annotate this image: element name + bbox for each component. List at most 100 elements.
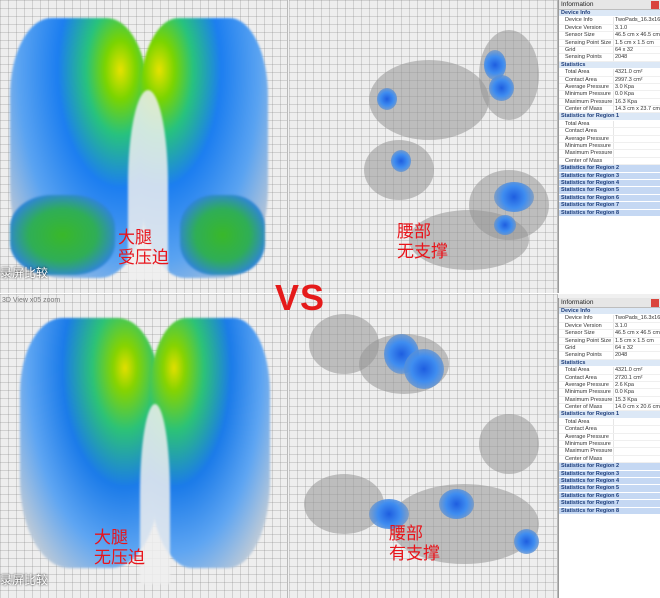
- region-section-header[interactable]: Statistics for Region 3: [559, 470, 660, 478]
- region-section-header[interactable]: Statistics for Region 7: [559, 202, 660, 210]
- info-row: Average Pressure: [559, 433, 660, 442]
- vs-label: VS: [275, 277, 326, 318]
- info-row-value: [613, 455, 660, 463]
- region-section-header[interactable]: Statistics for Region 8: [559, 209, 660, 217]
- info-row-key: Maximum Pressure: [565, 396, 613, 403]
- info-row-value: 46.5 cm x 46.5 cm: [613, 330, 660, 337]
- region-section-header[interactable]: Statistics for Region 4: [559, 477, 660, 486]
- info-row-value: [613, 448, 660, 455]
- info-row-value: 3.0 Kpa: [613, 83, 660, 91]
- info-row-value: 0.0 Kpa: [613, 91, 660, 98]
- lumbar-label-line1: 腰部: [389, 524, 423, 544]
- right-knee-heat: [180, 195, 265, 275]
- region-section-header[interactable]: Statistics for Region 2: [559, 463, 660, 471]
- info-row-key: Grid: [565, 46, 576, 53]
- region-section-header[interactable]: Statistics for Region 8: [559, 507, 660, 515]
- info-row: Device Version 3.1.0: [559, 24, 660, 33]
- corner-caption: 录屏比较: [0, 573, 49, 587]
- lumbar-gray-area: [479, 414, 539, 474]
- info-row-value: [613, 128, 660, 135]
- lumbar-label: 腰部 无支撑: [397, 222, 448, 262]
- lumbar-hotspot: [514, 529, 539, 554]
- information-title: Information: [559, 298, 660, 308]
- info-row-key: Contact Area: [565, 128, 597, 135]
- thigh-label: 大腿 无压迫: [94, 528, 145, 568]
- region-section-header[interactable]: Statistics for Region 6: [559, 492, 660, 501]
- lumbar-hotspot: [404, 349, 444, 389]
- info-row: Sensing Points 2048: [559, 54, 660, 62]
- info-row-value: 2048: [613, 352, 660, 359]
- info-row-key: Maximum Pressure: [565, 98, 613, 105]
- info-section-header[interactable]: Statistics: [559, 359, 660, 368]
- info-row-value: 16.3 Kpa: [613, 98, 660, 106]
- region-section-header[interactable]: Statistics for Region 6: [559, 194, 660, 203]
- info-row-key: Center of Mass: [565, 455, 603, 462]
- thigh-label: 大腿 受压迫: [118, 228, 169, 268]
- info-row: Sensing Points 2048: [559, 352, 660, 360]
- lumbar-hotspot: [489, 75, 514, 101]
- info-row-key: Device Version: [565, 322, 602, 329]
- info-row-key: Total Area: [565, 120, 590, 127]
- info-row: Minimum Pressure: [559, 143, 660, 151]
- thigh-gap: [140, 404, 170, 584]
- region-section-header[interactable]: Statistics for Region 5: [559, 485, 660, 493]
- info-row-key: Maximum Pressure: [565, 150, 613, 157]
- bottom-comparison-panel: 大腿 无压迫 录屏比较 腰部 有支撑 Information Device In…: [0, 294, 660, 598]
- info-row-key: Average Pressure: [565, 433, 609, 440]
- info-row-key: Device Version: [565, 24, 602, 31]
- info-row: Sensor Size 46.5 cm x 46.5 cm: [559, 32, 660, 40]
- lumbar-label-line2: 有支撑: [389, 544, 440, 564]
- info-row: Total Area: [559, 120, 660, 129]
- thigh-gap: [128, 90, 168, 280]
- info-row-key: Minimum Pressure: [565, 143, 611, 150]
- info-row-value: 2997.3 cm²: [613, 76, 660, 83]
- info-row-value: 64 x 32: [613, 46, 660, 54]
- info-section-header[interactable]: Device Info: [559, 308, 660, 316]
- close-icon[interactable]: [651, 1, 659, 9]
- info-row: Center of Mass 14.0 cm x 20.6 cm: [559, 404, 660, 412]
- info-row-key: Average Pressure: [565, 83, 609, 90]
- region-section-header[interactable]: Statistics for Region 5: [559, 187, 660, 195]
- info-row-key: Total Area: [565, 69, 590, 76]
- info-row-key: Average Pressure: [565, 135, 609, 142]
- info-row-value: 64 x 32: [613, 344, 660, 352]
- info-row-value: 1.5 cm x 1.5 cm: [613, 39, 660, 46]
- info-row-value: [613, 157, 660, 165]
- lumbar-label-line2: 无支撑: [397, 242, 448, 262]
- info-row-value: TwoPads_16.3x16.3in: [613, 17, 660, 24]
- info-row-key: Device Info: [565, 17, 593, 24]
- info-row: Device Version 3.1.0: [559, 322, 660, 331]
- info-row: Grid 64 x 32: [559, 46, 660, 55]
- info-row: Sensing Point Size 1.5 cm x 1.5 cm: [559, 39, 660, 47]
- info-row-key: Sensor Size: [565, 330, 595, 337]
- info-row: Contact Area 2720.1 cm²: [559, 374, 660, 382]
- info-section-header[interactable]: Device Info: [559, 10, 660, 18]
- right-thigh-heat: [150, 318, 270, 568]
- info-row-value: 2720.1 cm²: [613, 374, 660, 381]
- info-row-value: 4321.0 cm²: [613, 69, 660, 76]
- thigh-label-line1: 大腿: [118, 228, 152, 248]
- info-row-value: 4321.0 cm²: [613, 367, 660, 374]
- lumbar-pressure-map: 腰部 无支撑: [289, 0, 558, 293]
- info-row-value: 14.3 cm x 23.7 cm: [613, 106, 660, 113]
- info-row-key: Sensing Points: [565, 352, 602, 359]
- info-section-header[interactable]: Statistics: [559, 61, 660, 70]
- close-icon[interactable]: [651, 299, 659, 307]
- info-section-header[interactable]: Statistics for Region 1: [559, 411, 660, 419]
- info-row: Contact Area: [559, 426, 660, 434]
- info-row-key: Total Area: [565, 418, 590, 425]
- region-section-header[interactable]: Statistics for Region 7: [559, 500, 660, 508]
- info-row-value: [613, 135, 660, 143]
- region-section-header[interactable]: Statistics for Region 3: [559, 172, 660, 180]
- info-row: Maximum Pressure: [559, 150, 660, 158]
- info-row: Minimum Pressure 0.0 Kpa: [559, 91, 660, 99]
- info-section-header[interactable]: Statistics for Region 1: [559, 113, 660, 121]
- thigh-label-line1: 大腿: [94, 528, 128, 548]
- region-section-header[interactable]: Statistics for Region 4: [559, 179, 660, 188]
- info-row: Sensor Size 46.5 cm x 46.5 cm: [559, 330, 660, 338]
- info-row-value: 3.1.0: [613, 322, 660, 330]
- region-section-header[interactable]: Statistics for Region 2: [559, 165, 660, 173]
- info-row: Average Pressure 2.6 Kpa: [559, 381, 660, 390]
- info-row: Grid 64 x 32: [559, 344, 660, 353]
